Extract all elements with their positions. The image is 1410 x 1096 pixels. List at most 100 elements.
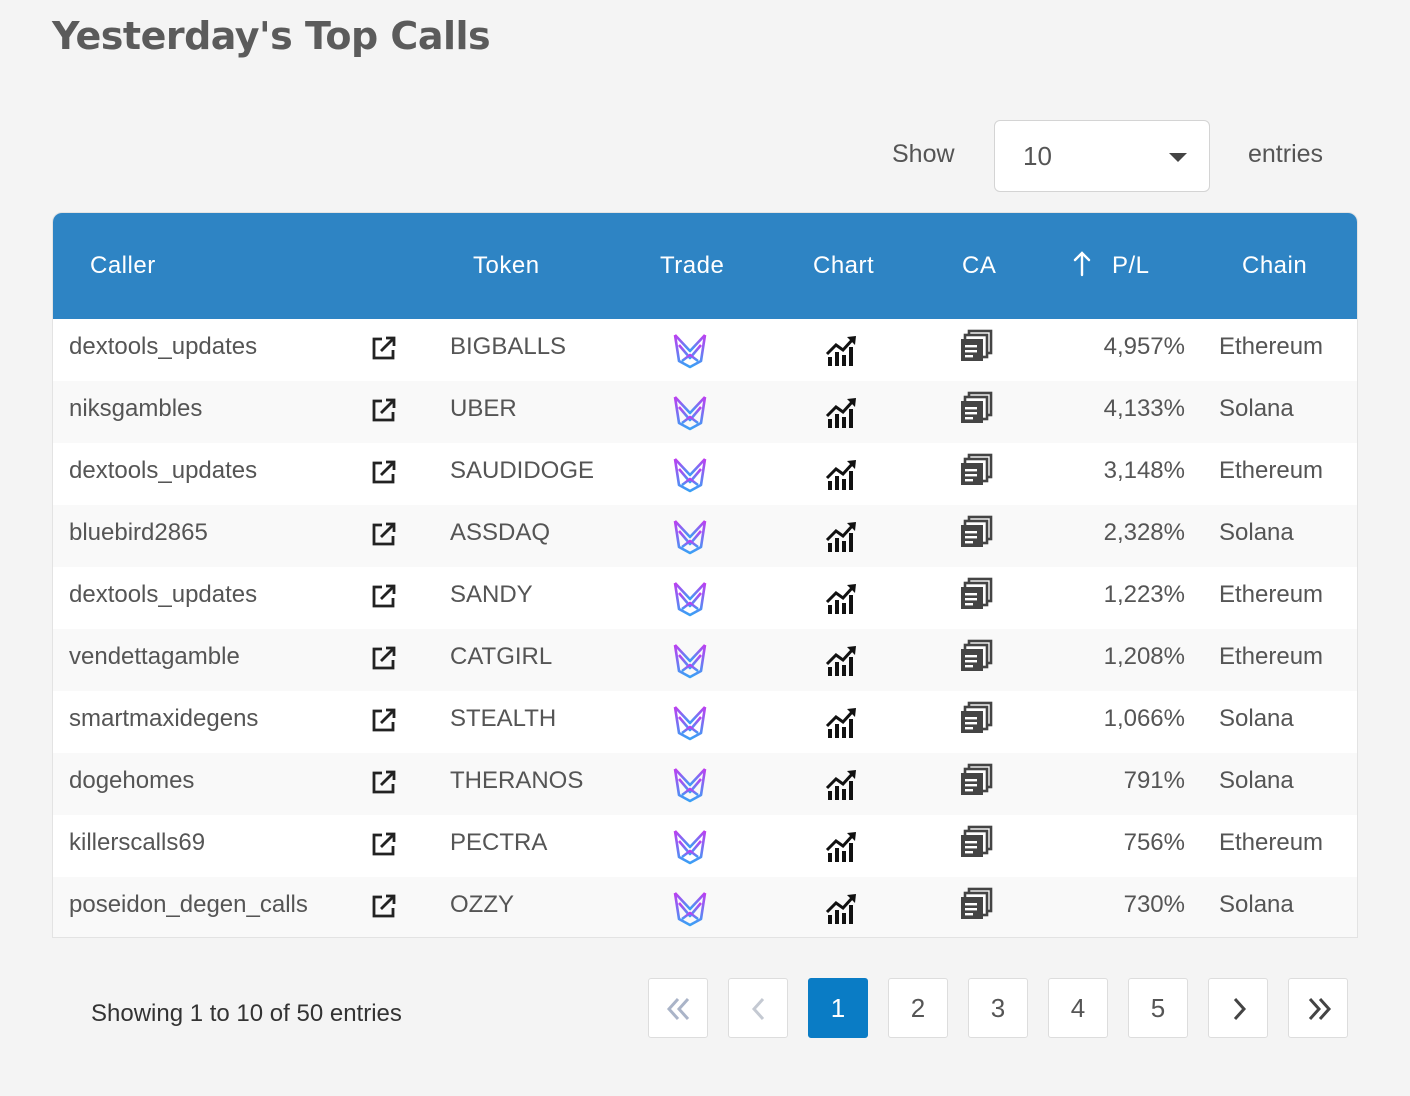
caller-name: dextools_updates xyxy=(69,457,258,484)
caller-name: poseidon_degen_calls xyxy=(69,891,308,918)
chart-icon[interactable] xyxy=(825,705,859,739)
pl-value: 1,223% xyxy=(1103,581,1185,608)
external-link-icon[interactable] xyxy=(369,521,397,549)
chevron-right-icon xyxy=(1233,997,1247,1021)
copy-icon[interactable] xyxy=(959,639,993,673)
caller-name: niksgambles xyxy=(69,395,203,422)
page-3-button[interactable]: 3 xyxy=(968,978,1028,1038)
trade-logo-icon[interactable] xyxy=(671,393,709,431)
chain-name: Ethereum xyxy=(1219,581,1324,608)
chain-name: Solana xyxy=(1219,891,1294,918)
column-trade[interactable]: Trade xyxy=(660,252,725,279)
column-caller[interactable]: Caller xyxy=(90,252,156,279)
external-link-icon[interactable] xyxy=(369,893,397,921)
chart-icon[interactable] xyxy=(825,457,859,491)
table-row: niksgambles UBER 4,133% Solana xyxy=(53,381,1357,443)
page-2-button[interactable]: 2 xyxy=(888,978,948,1038)
show-label: Show xyxy=(892,140,955,168)
column-ca[interactable]: CA xyxy=(962,252,997,279)
token-name: UBER xyxy=(450,395,517,422)
external-link-icon[interactable] xyxy=(369,397,397,425)
caller-name: killerscalls69 xyxy=(69,829,206,856)
chart-icon[interactable] xyxy=(825,829,859,863)
copy-icon[interactable] xyxy=(959,825,993,859)
pl-value: 2,328% xyxy=(1103,519,1185,546)
copy-icon[interactable] xyxy=(959,701,993,735)
external-link-icon[interactable] xyxy=(369,459,397,487)
column-chain[interactable]: Chain xyxy=(1242,252,1308,279)
token-name: OZZY xyxy=(450,891,514,918)
copy-icon[interactable] xyxy=(959,763,993,797)
table-row: smartmaxidegens STEALTH 1,066% Solana xyxy=(53,691,1357,753)
chart-icon[interactable] xyxy=(825,519,859,553)
token-name: SANDY xyxy=(450,581,533,608)
page-1-button[interactable]: 1 xyxy=(808,978,868,1038)
table-row: vendettagamble CATGIRL 1,208% Ethereum xyxy=(53,629,1357,691)
chart-icon[interactable] xyxy=(825,395,859,429)
first-page-button[interactable] xyxy=(648,978,708,1038)
chart-icon[interactable] xyxy=(825,333,859,367)
copy-icon[interactable] xyxy=(959,515,993,549)
last-page-button[interactable] xyxy=(1288,978,1348,1038)
chain-name: Ethereum xyxy=(1219,333,1324,360)
chart-icon[interactable] xyxy=(825,891,859,925)
pl-value: 3,148% xyxy=(1103,457,1185,484)
chain-name: Solana xyxy=(1219,767,1294,794)
entries-select[interactable]: 10 xyxy=(994,120,1210,192)
double-chevron-right-icon xyxy=(1308,997,1332,1021)
pl-value: 756% xyxy=(1123,829,1185,856)
trade-logo-icon[interactable] xyxy=(671,703,709,741)
token-name: PECTRA xyxy=(450,829,548,856)
caller-name: bluebird2865 xyxy=(69,519,208,546)
chart-icon[interactable] xyxy=(825,643,859,677)
external-link-icon[interactable] xyxy=(369,769,397,797)
table-body: dextools_updates BIGBALLS 4,957% Ethereum ni… xyxy=(53,319,1357,937)
chain-name: Ethereum xyxy=(1219,829,1324,856)
trade-logo-icon[interactable] xyxy=(671,889,709,927)
calls-table: Caller Token Trade Chart CA P/L Chain de… xyxy=(52,212,1358,938)
external-link-icon[interactable] xyxy=(369,645,397,673)
next-page-button[interactable] xyxy=(1208,978,1268,1038)
page-5-button[interactable]: 5 xyxy=(1128,978,1188,1038)
previous-page-button[interactable] xyxy=(728,978,788,1038)
column-pl[interactable]: P/L xyxy=(1112,252,1150,279)
copy-icon[interactable] xyxy=(959,329,993,363)
trade-logo-icon[interactable] xyxy=(671,455,709,493)
table-row: dextools_updates SANDY 1,223% Ethereum xyxy=(53,567,1357,629)
table-row: dogehomes THERANOS 791% Solana xyxy=(53,753,1357,815)
caller-name: dextools_updates xyxy=(69,581,258,608)
chart-icon[interactable] xyxy=(825,767,859,801)
trade-logo-icon[interactable] xyxy=(671,579,709,617)
trade-logo-icon[interactable] xyxy=(671,827,709,865)
page-title: Yesterday's Top Calls xyxy=(52,14,491,58)
token-name: ASSDAQ xyxy=(450,519,551,546)
trade-logo-icon[interactable] xyxy=(671,641,709,679)
entries-label: entries xyxy=(1248,140,1324,168)
external-link-icon[interactable] xyxy=(369,583,397,611)
column-token[interactable]: Token xyxy=(473,252,540,279)
copy-icon[interactable] xyxy=(959,887,993,921)
external-link-icon[interactable] xyxy=(369,831,397,859)
chart-icon[interactable] xyxy=(825,581,859,615)
copy-icon[interactable] xyxy=(959,577,993,611)
external-link-icon[interactable] xyxy=(369,707,397,735)
pl-value: 4,957% xyxy=(1103,333,1185,360)
token-name: SAUDIDOGE xyxy=(450,457,595,484)
pl-value: 1,066% xyxy=(1103,705,1185,732)
table-row: dextools_updates BIGBALLS 4,957% Ethereum xyxy=(53,319,1357,381)
table-row: poseidon_degen_calls OZZY 730% Solana xyxy=(53,877,1357,937)
table-row: killerscalls69 PECTRA 756% Ethereum xyxy=(53,815,1357,877)
copy-icon[interactable] xyxy=(959,391,993,425)
column-chart[interactable]: Chart xyxy=(813,252,875,279)
copy-icon[interactable] xyxy=(959,453,993,487)
page-4-button[interactable]: 4 xyxy=(1048,978,1108,1038)
trade-logo-icon[interactable] xyxy=(671,517,709,555)
external-link-icon[interactable] xyxy=(369,335,397,363)
chain-name: Solana xyxy=(1219,519,1294,546)
caller-name: dextools_updates xyxy=(69,333,258,360)
pl-value: 4,133% xyxy=(1103,395,1185,422)
trade-logo-icon[interactable] xyxy=(671,331,709,369)
caller-name: vendettagamble xyxy=(69,643,240,670)
arrow-up-icon[interactable] xyxy=(1072,251,1092,277)
trade-logo-icon[interactable] xyxy=(671,765,709,803)
